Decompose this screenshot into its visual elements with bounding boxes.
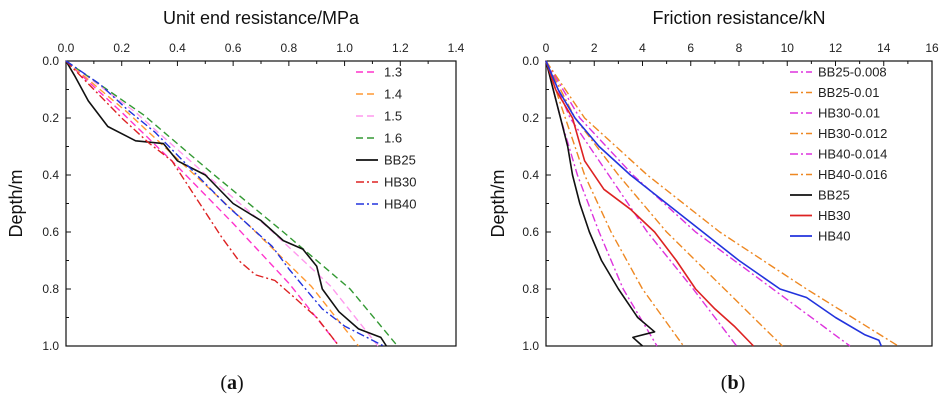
- series-line-1-3: [65, 60, 340, 347]
- series-line-hb30: [545, 60, 755, 347]
- x-tick-label: 10: [781, 41, 795, 55]
- legend-label-1-4: 1.4: [384, 87, 402, 102]
- chart-title: Friction resistance/kN: [652, 8, 825, 28]
- legend-label-bb25: BB25: [384, 153, 416, 168]
- subfigure-label: (a): [220, 372, 243, 394]
- y-axis-label: Depth/m: [6, 169, 26, 237]
- subfigure-label: (b): [721, 372, 745, 394]
- x-tick-label: 16: [925, 41, 939, 55]
- series-line-hb40-0-014: [545, 60, 851, 347]
- x-tick-label: 12: [829, 41, 843, 55]
- legend-label-bb25-0-01: BB25-0.01: [818, 85, 879, 100]
- x-tick-label: 14: [877, 41, 891, 55]
- legend-label-hb30-0-01: HB30-0.01: [818, 106, 880, 121]
- legend-label-hb40: HB40: [384, 197, 417, 212]
- series-line-1-4: [65, 60, 360, 347]
- x-tick-label: 4: [639, 41, 646, 55]
- legend-label-hb40-0-016: HB40-0.016: [818, 167, 887, 182]
- x-tick-label: 0.6: [225, 41, 242, 55]
- series-line-bb25: [65, 60, 388, 347]
- series-line-bb25-0-01: [545, 60, 685, 347]
- series-line-1-5: [65, 60, 379, 347]
- series-line-bb25-0-008: [545, 60, 658, 347]
- y-tick-label: 0.4: [42, 168, 59, 182]
- series-line-hb30: [65, 60, 340, 347]
- legend-label-hb40: HB40: [818, 229, 851, 244]
- legend-label-bb25-0-008: BB25-0.008: [818, 65, 887, 80]
- legend-label-1-3: 1.3: [384, 65, 402, 80]
- series-line-hb40-0-016: [545, 60, 899, 347]
- legend-label-hb40-0-014: HB40-0.014: [818, 147, 887, 162]
- series-line-1-6: [65, 60, 399, 347]
- legend-label-hb30: HB30: [384, 175, 417, 190]
- y-tick-label: 0.2: [522, 111, 539, 125]
- chart-title: Unit end resistance/MPa: [163, 8, 360, 28]
- y-tick-label: 0.0: [522, 54, 539, 68]
- y-tick-label: 0.6: [522, 225, 539, 239]
- y-axis-label: Depth/m: [488, 169, 508, 237]
- panel-a: Unit end resistance/MPa Depth/m 0.0 0.2 0.4 0…: [6, 8, 465, 394]
- legend-label-hb30: HB30: [818, 208, 851, 223]
- y-tick-label: 1.0: [522, 339, 539, 353]
- x-tick-label: 0.0: [58, 41, 75, 55]
- y-tick-label: 0.0: [42, 54, 59, 68]
- y-tick-label: 1.0: [42, 339, 59, 353]
- x-tick-label: 0.2: [113, 41, 130, 55]
- y-tick-label: 0.2: [42, 111, 59, 125]
- x-tick-label: 0: [543, 41, 550, 55]
- series-line-bb25: [545, 60, 656, 347]
- y-tick-label: 0.4: [522, 168, 539, 182]
- panel-b: Friction resistance/kN Depth/m 0 2 4 6 8 10 12 14…: [488, 8, 939, 394]
- legend-label-bb25: BB25: [818, 188, 850, 203]
- x-tick-label: 2: [591, 41, 598, 55]
- x-tick-label: 8: [736, 41, 743, 55]
- series-line-hb40: [545, 60, 883, 347]
- y-tick-label: 0.6: [42, 225, 59, 239]
- x-tick-label: 6: [687, 41, 694, 55]
- legend-label-hb30-0-012: HB30-0.012: [818, 126, 887, 141]
- legend-label-1-5: 1.5: [384, 109, 402, 124]
- y-tick-label: 0.8: [42, 282, 59, 296]
- x-tick-label: 1.2: [392, 41, 409, 55]
- series-line-hb30-0-012: [545, 60, 783, 347]
- legend-label-1-6: 1.6: [384, 131, 402, 146]
- x-tick-label: 1.4: [448, 41, 465, 55]
- y-tick-label: 0.8: [522, 282, 539, 296]
- x-tick-label: 0.8: [281, 41, 298, 55]
- x-tick-label: 0.4: [169, 41, 186, 55]
- series-line-hb40: [65, 60, 384, 347]
- x-tick-label: 1.0: [336, 41, 353, 55]
